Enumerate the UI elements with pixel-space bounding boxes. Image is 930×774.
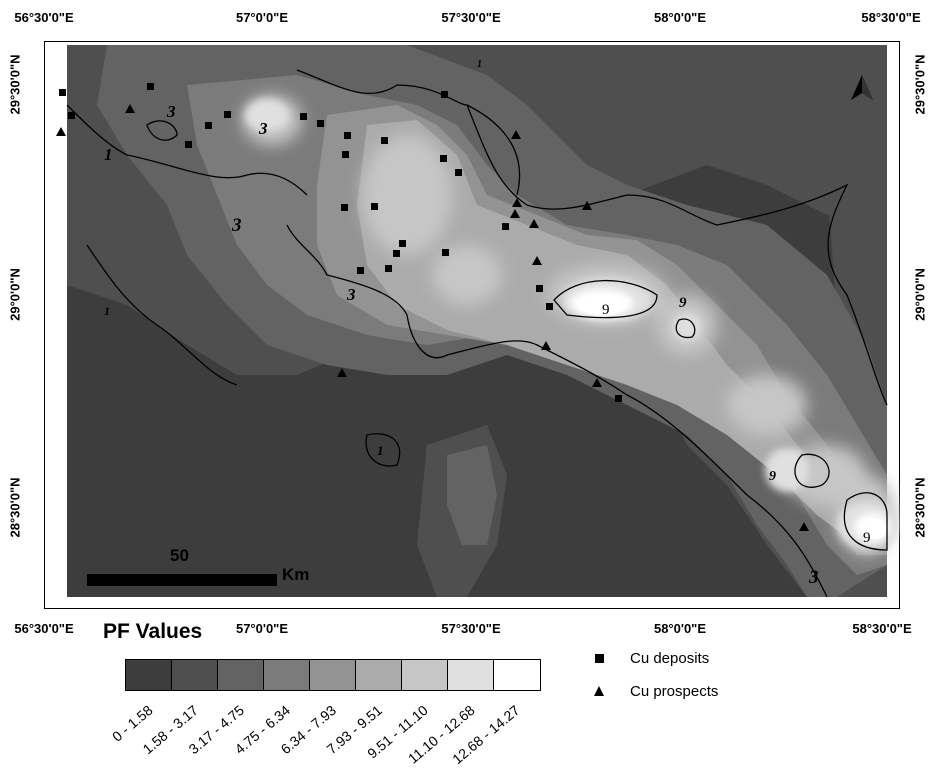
contour-label-3e: 3: [808, 567, 819, 588]
coord-right-29-00: 29°0'0"N: [912, 268, 928, 321]
legend-label-cu-prospects: Cu prospects: [630, 683, 719, 700]
legend-swatch-6: [356, 660, 402, 690]
legend-item-cu-deposits: Cu deposits: [592, 650, 709, 667]
legend-swatch-2: [172, 660, 218, 690]
contour-label-1b: 1: [104, 304, 110, 318]
legend-swatch-8: [448, 660, 494, 690]
legend-swatch-9: [494, 660, 540, 690]
contour-label-1c: 1: [377, 443, 384, 458]
triangle-icon: [592, 685, 612, 699]
legend-swatch-7: [402, 660, 448, 690]
pf-field: [67, 45, 897, 597]
contour-label-9d: 9: [863, 530, 871, 546]
legend-title: PF Values: [103, 620, 203, 643]
coord-left-29-30: 29°30'0"N: [7, 54, 23, 115]
contour-label-3a: 3: [166, 102, 176, 121]
contour-label-3d: 3: [346, 285, 356, 304]
coord-bottom-56-30: 56°30'0"E: [14, 621, 74, 636]
legend-swatch-5: [310, 660, 356, 690]
pf-map[interactable]: 1 1 1 1 3 3 3 3 3 9 9 9 9: [44, 41, 900, 609]
legend-swatch-1: [126, 660, 172, 690]
coord-left-29-00: 29°0'0"N: [7, 268, 23, 321]
square-icon: [592, 652, 612, 666]
legend-color-ramp: [125, 659, 541, 691]
coord-top-57-00: 57°0'0"E: [235, 10, 289, 25]
legend-label-cu-deposits: Cu deposits: [630, 650, 710, 667]
contour-label-1a: 1: [104, 145, 113, 164]
coord-bottom-57-00: 57°0'0"E: [235, 621, 289, 636]
coord-right-29-30: 29°30'0"N: [912, 54, 928, 115]
cu-prospects: [56, 104, 809, 531]
contour-label-9a: 9: [602, 302, 610, 318]
coord-bottom-57-30: 57°30'0"E: [441, 621, 501, 636]
north-arrow-icon: [851, 75, 873, 100]
scale-bar: [87, 574, 277, 586]
coord-right-28-30: 28°30'0"N: [912, 477, 928, 538]
contour-label-3b: 3: [258, 119, 268, 138]
coord-bottom-58-30: 58°30'0"E: [852, 621, 912, 636]
contour-label-9c: 9: [769, 469, 776, 484]
coord-top-56-30: 56°30'0"E: [14, 10, 74, 25]
scale-bar-unit: Km: [282, 565, 310, 584]
legend-swatch-3: [218, 660, 264, 690]
contour-label-3c: 3: [231, 215, 242, 236]
cu-deposits: [59, 83, 622, 402]
coord-top-58-00: 58°0'0"E: [653, 10, 707, 25]
legend-swatch-4: [264, 660, 310, 690]
coord-left-28-30: 28°30'0"N: [7, 477, 23, 538]
legend-item-cu-prospects: Cu prospects: [592, 683, 718, 700]
scale-bar-value: 50: [170, 546, 189, 565]
coord-top-57-30: 57°30'0"E: [441, 10, 501, 25]
pf-contours: [66, 69, 888, 598]
contour-label-1d: 1: [477, 59, 482, 70]
coord-top-58-30: 58°30'0"E: [861, 10, 921, 25]
contour-label-9b: 9: [679, 295, 687, 311]
coord-bottom-58-00: 58°0'0"E: [653, 621, 707, 636]
